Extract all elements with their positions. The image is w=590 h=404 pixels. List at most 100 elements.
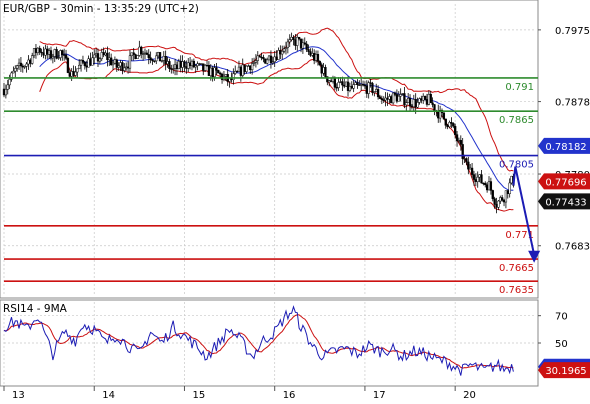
- candle-body: [202, 63, 205, 71]
- rsi-axis: 70 50: [538, 312, 568, 350]
- candle-body: [382, 99, 385, 101]
- candle-body: [247, 65, 250, 67]
- rsi-tick-label: 50: [555, 339, 568, 350]
- candle-body: [425, 99, 429, 105]
- candle-body: [89, 58, 92, 66]
- candle-body: [497, 200, 500, 208]
- candle-body: [91, 57, 94, 66]
- candle-body: [408, 98, 412, 107]
- candle-body: [326, 76, 329, 83]
- candle-body: [143, 52, 147, 55]
- time-tick-label: 16: [283, 390, 296, 400]
- candle-body: [309, 51, 312, 56]
- candle-body: [76, 68, 79, 73]
- candle-body: [499, 197, 502, 202]
- candle-body: [361, 84, 365, 86]
- candle-body: [384, 97, 387, 101]
- candle-body: [502, 200, 506, 203]
- candle-body: [450, 122, 453, 124]
- candle-body: [162, 56, 165, 61]
- time-tick-label: 14: [102, 390, 115, 400]
- level-label: 0.7805: [499, 160, 534, 171]
- candle-body: [286, 41, 290, 48]
- candle-body: [126, 66, 130, 69]
- candle-body: [151, 59, 154, 62]
- candle-body: [215, 67, 218, 71]
- candle-body: [416, 102, 419, 108]
- rsi-badge-label: 30.1965: [545, 366, 586, 377]
- candle-body: [138, 46, 141, 56]
- candle-body: [275, 56, 278, 60]
- time-tick-label: 17: [373, 390, 386, 400]
- rsi-tick-label: 70: [555, 312, 568, 323]
- candle-body: [119, 62, 122, 67]
- candle-body: [153, 60, 156, 62]
- candle-body: [495, 204, 498, 208]
- candle-body: [141, 53, 145, 55]
- candle-body: [194, 65, 197, 68]
- candle-body: [36, 47, 39, 53]
- candle-body: [224, 74, 227, 77]
- candle-body: [4, 89, 8, 96]
- candle-body: [164, 56, 167, 65]
- candle-body: [125, 66, 128, 69]
- candle-body: [296, 36, 299, 46]
- candle-body: [433, 104, 436, 112]
- candle-body: [185, 66, 188, 69]
- bollinger-mid-line: [39, 46, 514, 191]
- candle-body: [463, 158, 466, 160]
- candle-body: [85, 65, 88, 68]
- candle-body: [83, 62, 86, 67]
- candle-body: [504, 190, 508, 203]
- rsi-badges: 32.591830.1965: [538, 358, 590, 379]
- candle-body: [207, 64, 211, 76]
- candle-body: [386, 97, 389, 100]
- candle-body: [21, 65, 24, 68]
- candle-body: [405, 102, 408, 106]
- candle-body: [205, 64, 209, 67]
- rsi-badge-shape: [538, 362, 590, 379]
- candle-body: [442, 112, 446, 120]
- candle-body: [472, 174, 476, 180]
- candle-body: [414, 99, 417, 108]
- candle-body: [354, 82, 357, 85]
- candle-body: [407, 98, 410, 103]
- candle-body: [493, 198, 496, 205]
- candle-body: [179, 60, 182, 68]
- candle-body: [10, 72, 13, 80]
- candle-body: [243, 64, 246, 72]
- candle-body: [489, 181, 493, 191]
- price-tick-label: 0.7975: [555, 26, 590, 37]
- candle-body: [299, 38, 303, 49]
- candle-body: [70, 71, 73, 77]
- price-chart-title: EUR/GBP - 30min - 13:35:29 (UTC+2): [3, 3, 199, 15]
- candle-body: [147, 54, 150, 58]
- candle-body: [175, 64, 179, 70]
- candle-body: [476, 176, 479, 182]
- candle-body: [235, 71, 239, 73]
- candle-body: [294, 39, 297, 46]
- candle-body: [369, 82, 372, 84]
- candle-body: [395, 94, 399, 102]
- candle-body: [311, 53, 314, 56]
- candle-body: [341, 81, 344, 86]
- candle-body: [422, 95, 425, 101]
- candle-body: [234, 71, 237, 74]
- candle-body: [29, 59, 32, 64]
- candle-body: [6, 84, 9, 90]
- level-label: 0.7865: [499, 115, 534, 126]
- price-grid: [3, 4, 536, 296]
- candle-body: [273, 56, 276, 63]
- candle-body: [348, 86, 352, 91]
- candle-body: [25, 63, 28, 67]
- candle-body: [454, 126, 457, 135]
- candle-body: [108, 57, 111, 61]
- candle-body: [252, 62, 256, 64]
- candle-body: [459, 140, 462, 145]
- candle-body: [254, 60, 258, 63]
- candle-body: [461, 144, 464, 159]
- price-panel: [0, 0, 539, 299]
- candle-body: [66, 58, 70, 73]
- candle-body: [429, 93, 432, 104]
